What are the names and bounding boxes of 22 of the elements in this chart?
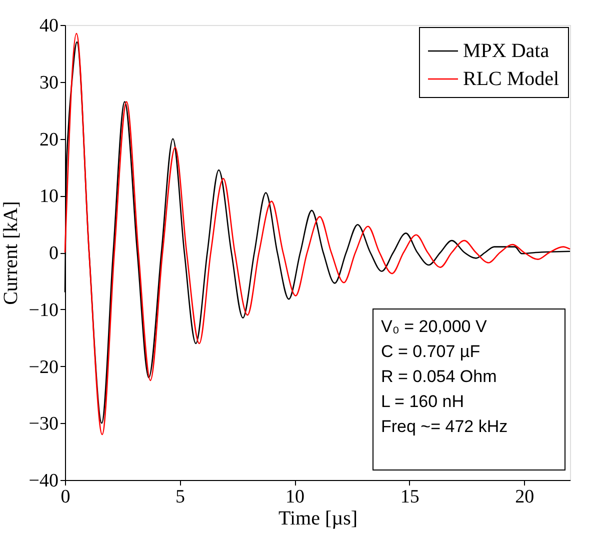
annotation: Freq ~= 472 kHz: [381, 417, 508, 436]
x-tick-label: 10: [286, 486, 305, 508]
y-axis-title: Current [kA]: [0, 201, 22, 305]
x-tick-label: 15: [400, 486, 420, 508]
y-tick-label: −40: [28, 470, 58, 492]
y-tick-label: −20: [28, 356, 58, 378]
y-tick-label: 0: [49, 243, 58, 264]
y-tick-label: 30: [40, 72, 58, 94]
x-tick-label: 20: [515, 486, 534, 508]
y-tick-label: 20: [40, 129, 58, 150]
annotation: R = 0.054 Ohm: [381, 367, 497, 386]
y-tick-label: 10: [40, 186, 58, 208]
annotation: V₀ = 20,000 V: [381, 317, 488, 336]
y-tick-label: −30: [28, 414, 58, 435]
y-tick-label: 40: [40, 16, 58, 36]
legend-label: MPX Data: [463, 40, 550, 62]
x-axis-title: Time [µs]: [278, 508, 358, 530]
annotation: C = 0.707 µF: [381, 342, 480, 361]
x-tick-label: 5: [176, 486, 186, 508]
annotation: L = 160 nH: [381, 392, 464, 411]
legend-label: RLC Model: [463, 68, 560, 90]
y-tick-label: −10: [28, 300, 58, 321]
